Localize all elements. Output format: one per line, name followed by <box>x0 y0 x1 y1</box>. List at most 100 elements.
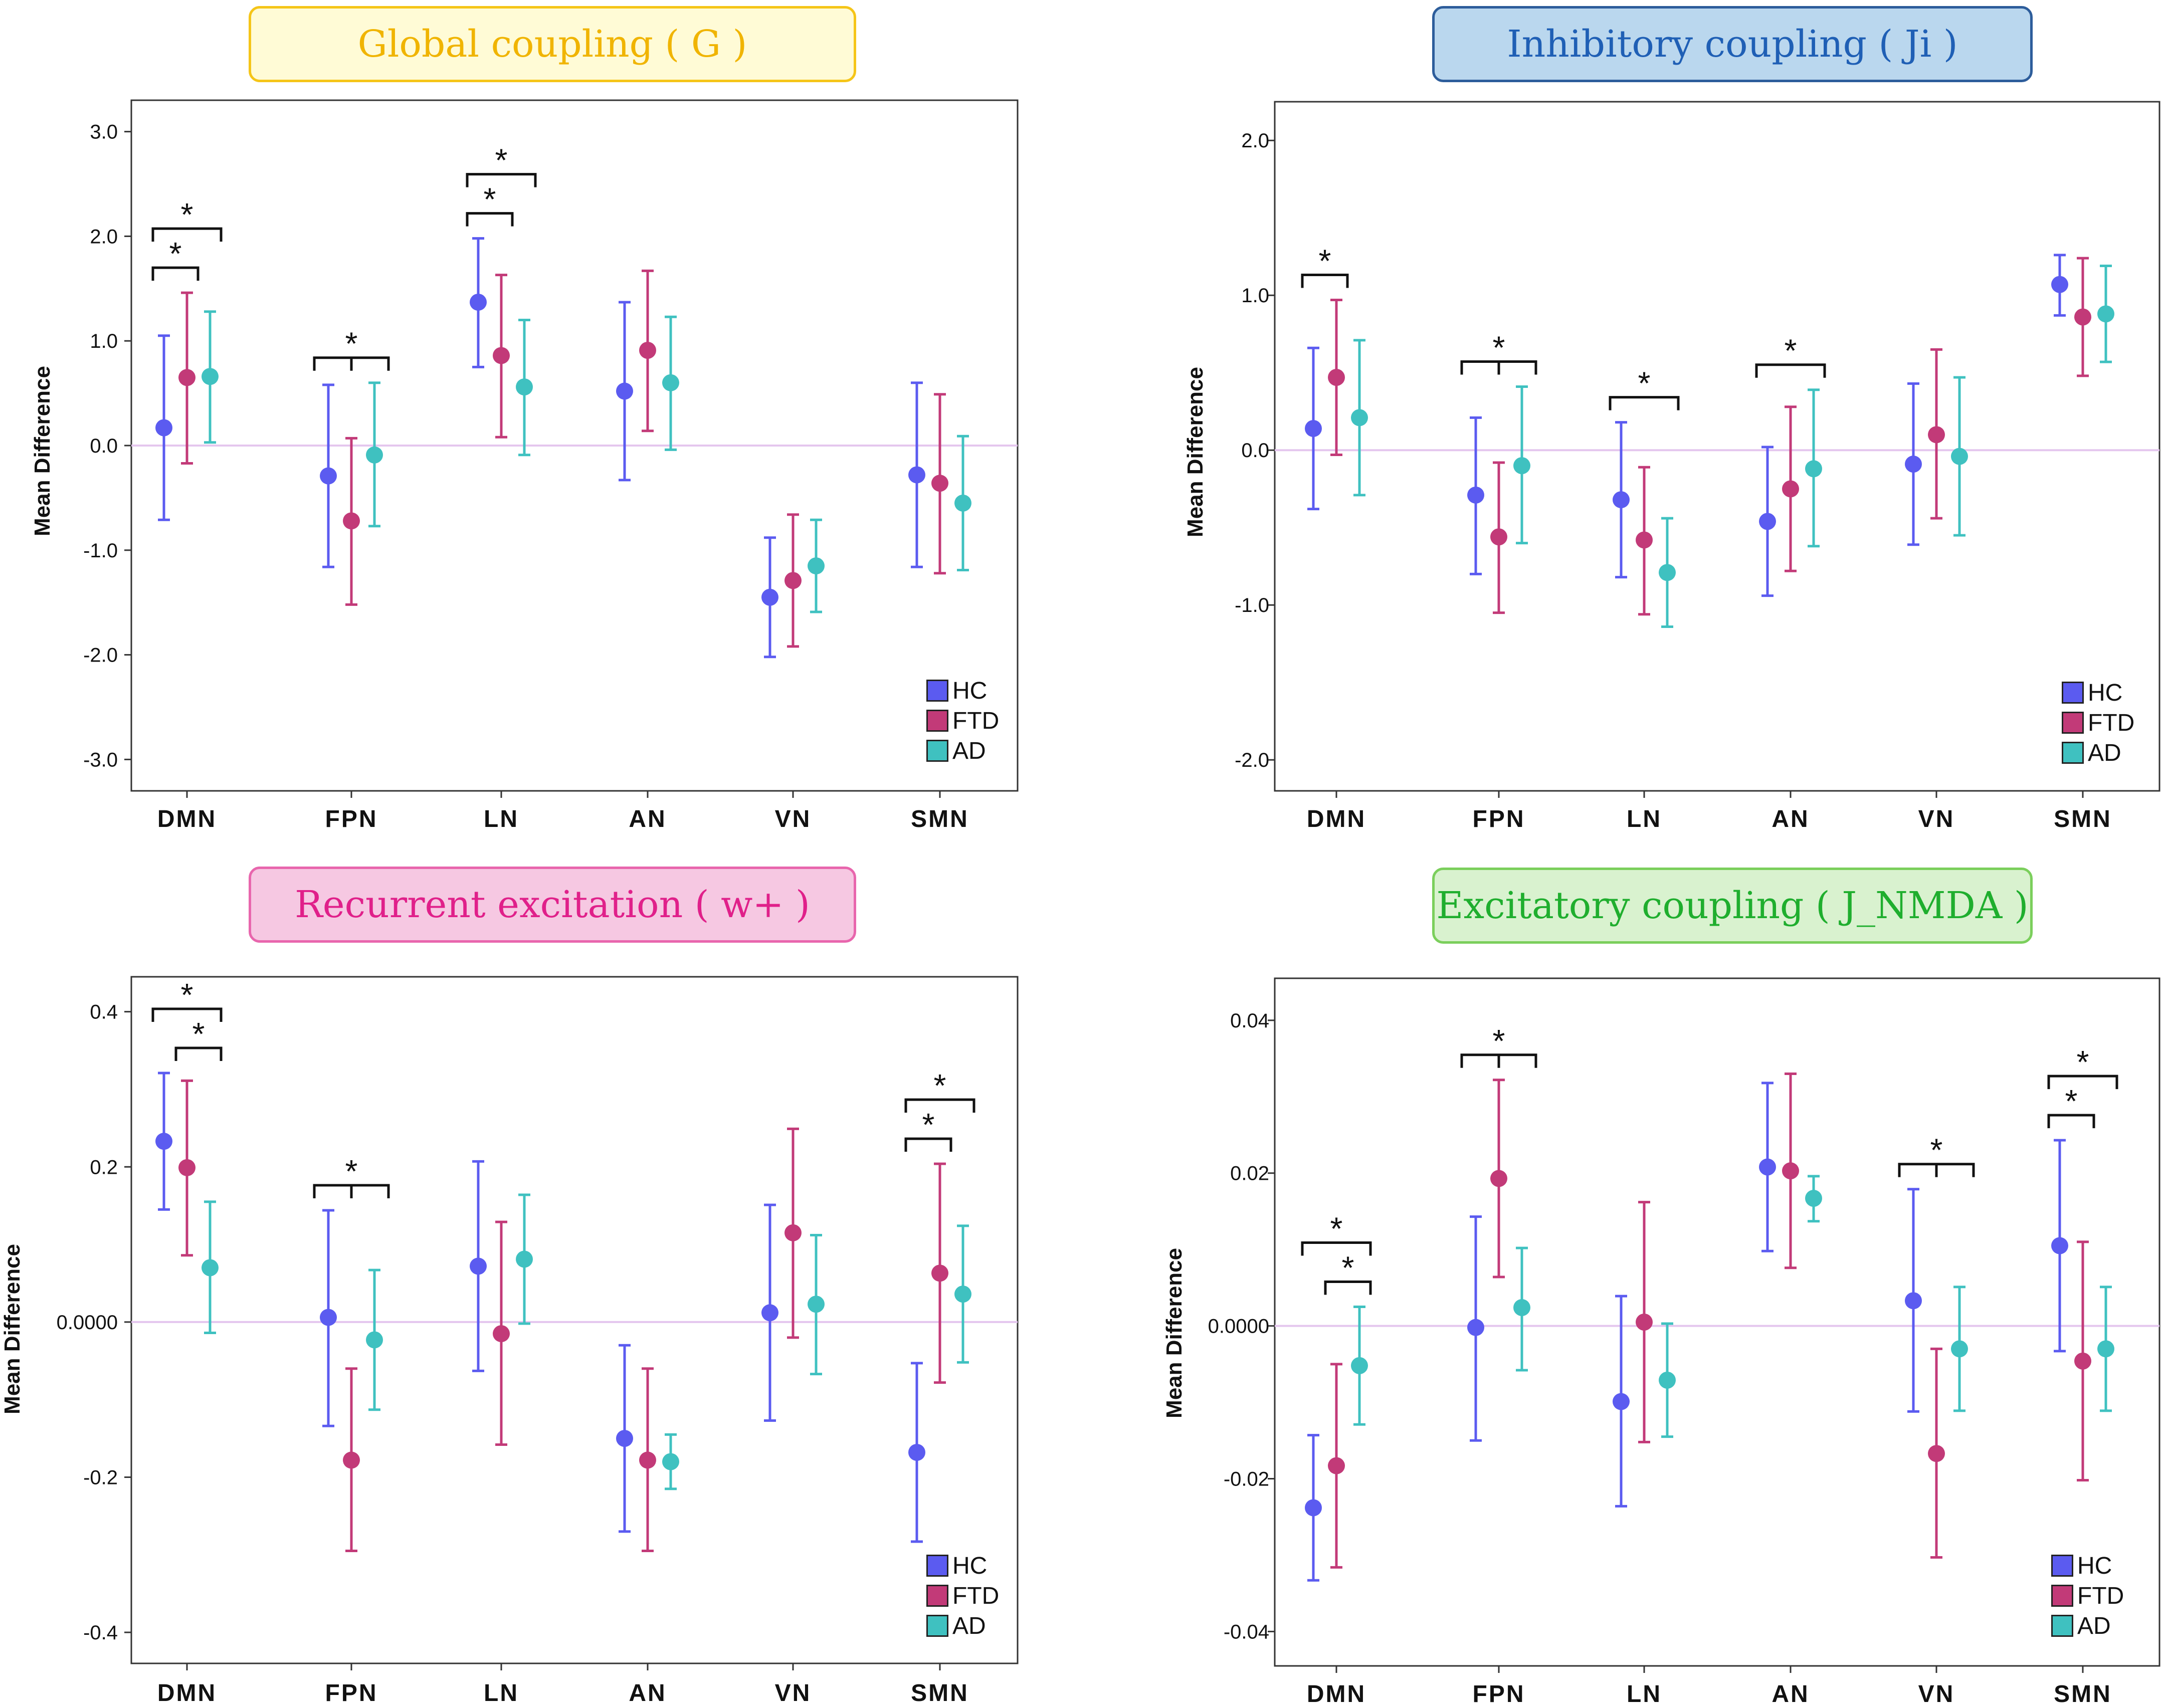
mean-point <box>639 1451 656 1469</box>
mean-point <box>366 446 383 464</box>
mean-point <box>2051 1237 2068 1254</box>
panel-global-coupling: Global coupling ( G ) Mean Difference 3.… <box>0 0 1082 854</box>
mean-point <box>1305 419 1322 437</box>
mean-point <box>784 572 802 589</box>
panel-excitatory-coupling: Excitatory coupling ( J_NMDA ) Mean Diff… <box>1153 854 2164 1708</box>
significance-bracket: * <box>904 1107 952 1152</box>
significance-bracket: * <box>466 142 537 187</box>
mean-point <box>1328 1457 1345 1474</box>
significance-bracket: * <box>1460 330 1537 375</box>
mean-point <box>343 1451 360 1469</box>
significance-label: * <box>345 326 358 362</box>
legend-swatch <box>926 1615 948 1637</box>
mean-point <box>1951 448 1968 465</box>
legend-item-hc: HC <box>2062 678 2134 708</box>
legend-item-ad: AD <box>926 736 999 766</box>
mean-point <box>1782 1162 1799 1180</box>
significance-label: * <box>192 1016 205 1052</box>
x-tick-label: FPN <box>1473 1681 1525 1707</box>
significance-label: * <box>1785 333 1797 369</box>
x-tick-label: VN <box>775 806 812 832</box>
mean-point <box>908 466 925 484</box>
significance-label: * <box>2065 1083 2078 1119</box>
x-tick-label: SMN <box>2054 1681 2112 1707</box>
chart-plot: 0.04 0.02 0.0000 -0.02 -0.04 DMN FPN LN AN VN SMN *… <box>1208 977 2160 1707</box>
series-ftd <box>178 1079 948 1553</box>
y-tick-label: 2.0 <box>90 226 118 248</box>
y-tick-label: -0.4 <box>83 1622 118 1644</box>
mean-point <box>1905 1292 1922 1310</box>
bracket-line <box>1301 1241 1372 1256</box>
plot-frame <box>1274 977 2160 1667</box>
mean-point <box>2097 305 2114 323</box>
y-tick-label: -1.0 <box>83 540 118 562</box>
series-hc <box>155 237 925 659</box>
mean-point <box>493 347 510 364</box>
panel-recurrent-excitation: Recurrent excitation ( w+ ) Mean Differe… <box>0 854 1082 1708</box>
bracket-line <box>151 227 223 242</box>
significance-label: * <box>495 142 508 178</box>
legend-item-hc: HC <box>2051 1551 2124 1581</box>
bracket-line <box>466 173 537 187</box>
bracket-line <box>904 1098 975 1113</box>
legend-item-hc: HC <box>926 1551 999 1581</box>
significance-label: * <box>1638 365 1651 401</box>
mean-point <box>470 1257 487 1275</box>
mean-point <box>320 1309 337 1326</box>
mean-point <box>1305 1499 1322 1517</box>
legend-label: HC <box>952 677 988 704</box>
mean-point <box>493 1325 510 1343</box>
significance-bracket: * <box>1324 1250 1372 1295</box>
legend-label: FTD <box>952 707 1000 734</box>
legend-item-hc: HC <box>926 676 999 706</box>
mean-point <box>616 1430 633 1447</box>
mean-point <box>616 382 633 400</box>
x-tick-label: FPN <box>325 806 378 832</box>
mean-point <box>908 1443 925 1461</box>
mean-point <box>320 467 337 485</box>
y-tick-label: 1.0 <box>1241 285 1269 307</box>
chart-plot: 2.0 1.0 0.0 -1.0 -2.0 DMN FPN LN AN VN SMN * * * * <box>1235 101 2160 832</box>
mean-point <box>202 1259 219 1276</box>
mean-point <box>1805 1190 1822 1207</box>
legend: HC FTD AD <box>2051 1551 2124 1641</box>
legend-swatch <box>926 1555 948 1577</box>
x-tick-label: VN <box>1918 1681 1955 1707</box>
significance-bracket: * <box>313 1153 390 1198</box>
mean-point <box>1351 1357 1368 1374</box>
x-tick-label: DMN <box>1307 1681 1366 1707</box>
significance-bracket: * <box>174 1016 223 1061</box>
x-tick-label: DMN <box>157 1680 217 1706</box>
y-tick-label: -1.0 <box>1235 594 1269 616</box>
significance-bracket: * <box>904 1068 975 1113</box>
x-tick-label: AN <box>629 806 666 832</box>
mean-point <box>1928 1445 1945 1462</box>
legend-swatch <box>926 680 948 702</box>
x-tick-label: AN <box>1772 806 1809 832</box>
series-ad <box>202 310 971 613</box>
legend-item-ftd: FTD <box>926 706 999 736</box>
legend-item-ad: AD <box>2062 738 2134 768</box>
mean-point <box>1490 1170 1507 1187</box>
significance-bracket: * <box>151 977 223 1022</box>
mean-point <box>516 378 533 396</box>
legend: HC FTD AD <box>2062 678 2134 768</box>
chart-title: Global coupling ( G ) <box>249 6 856 82</box>
legend-label: HC <box>952 1552 988 1579</box>
mean-point <box>1636 1314 1653 1331</box>
mean-point <box>784 1224 802 1241</box>
y-tick-label: -0.04 <box>1224 1621 1269 1643</box>
bracket-line <box>1301 274 1349 288</box>
bracket-line <box>1460 1053 1537 1068</box>
legend-swatch <box>926 1585 948 1607</box>
mean-point <box>1782 480 1799 498</box>
y-tick-label: 1.0 <box>90 330 118 352</box>
significance-label: * <box>169 236 182 272</box>
legend-swatch <box>2062 712 2084 734</box>
mean-point <box>1951 1340 1968 1358</box>
significance-label: * <box>922 1107 935 1143</box>
mean-point <box>2097 1340 2114 1358</box>
y-tick-label: 0.0 <box>90 435 118 457</box>
chart-title: Inhibitory coupling ( Ji ) <box>1432 6 2033 82</box>
mean-point <box>516 1250 533 1268</box>
